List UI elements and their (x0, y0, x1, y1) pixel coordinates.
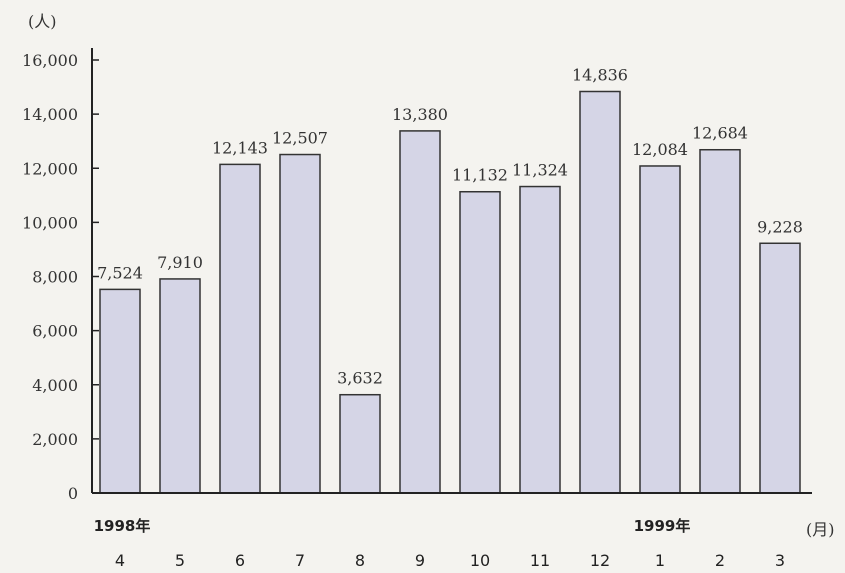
bar (579, 90, 621, 494)
bar-value-label: 12,507 (272, 129, 328, 148)
bar (519, 185, 561, 494)
year-labels: 1998年 1999年 (94, 517, 691, 535)
x-tick-label: 6 (235, 551, 245, 570)
bar (459, 190, 501, 494)
bar (99, 288, 141, 494)
x-tick-label: 2 (715, 551, 725, 570)
y-tick-label: 14,000 (22, 105, 78, 124)
bar (339, 393, 381, 494)
bar-value-label: 13,380 (392, 105, 448, 124)
bar (699, 148, 741, 494)
bar-value-label: 12,684 (692, 124, 748, 143)
bar (279, 153, 321, 494)
bar-value-label: 7,910 (157, 253, 203, 272)
x-tick-label: 10 (470, 551, 490, 570)
x-tick-label: 7 (295, 551, 305, 570)
x-tick-label: 8 (355, 551, 365, 570)
year-label: 1998年 (94, 517, 151, 535)
x-tick-label: 11 (530, 551, 550, 570)
bar-value-label: 14,836 (572, 66, 628, 85)
bar-value-label: 7,524 (97, 263, 143, 282)
x-tick-label: 9 (415, 551, 425, 570)
x-tick-label: 12 (590, 551, 610, 570)
year-label: 1999年 (634, 517, 691, 535)
x-tick-label: 5 (175, 551, 185, 570)
bar-value-label: 11,132 (452, 166, 508, 185)
y-tick-label: 4,000 (32, 376, 78, 395)
y-tick-label: 6,000 (32, 322, 78, 341)
y-tick-label: 12,000 (22, 159, 78, 178)
y-tick-label: 8,000 (32, 268, 78, 287)
x-tick-label: 4 (115, 551, 125, 570)
bar (639, 165, 681, 494)
x-tick-label: 3 (775, 551, 785, 570)
y-axis-unit: (人) (28, 12, 57, 31)
bar-value-label: 12,143 (212, 138, 268, 157)
bar-value-label: 11,324 (512, 161, 568, 180)
y-tick-label: 0 (68, 484, 78, 503)
y-axis: 0 2,000 4,000 6,000 8,000 10,000 12,000 14,000 1… (22, 48, 99, 503)
x-tick-label: 1 (655, 551, 665, 570)
bar (159, 278, 201, 494)
y-tick-label: 16,000 (22, 51, 78, 70)
x-axis-unit: (月) (806, 520, 835, 539)
bars (99, 90, 801, 494)
y-tick-label: 10,000 (22, 213, 78, 232)
y-tick-label: 2,000 (32, 430, 78, 449)
bar (399, 130, 441, 494)
bar-value-label: 3,632 (337, 369, 383, 388)
bar-value-label: 12,084 (632, 140, 688, 159)
bar (759, 242, 801, 494)
bar-value-label: 9,228 (757, 217, 803, 236)
bar (219, 163, 261, 494)
x-axis: 4 5 6 7 8 9 10 11 12 1 2 3 (92, 492, 812, 570)
